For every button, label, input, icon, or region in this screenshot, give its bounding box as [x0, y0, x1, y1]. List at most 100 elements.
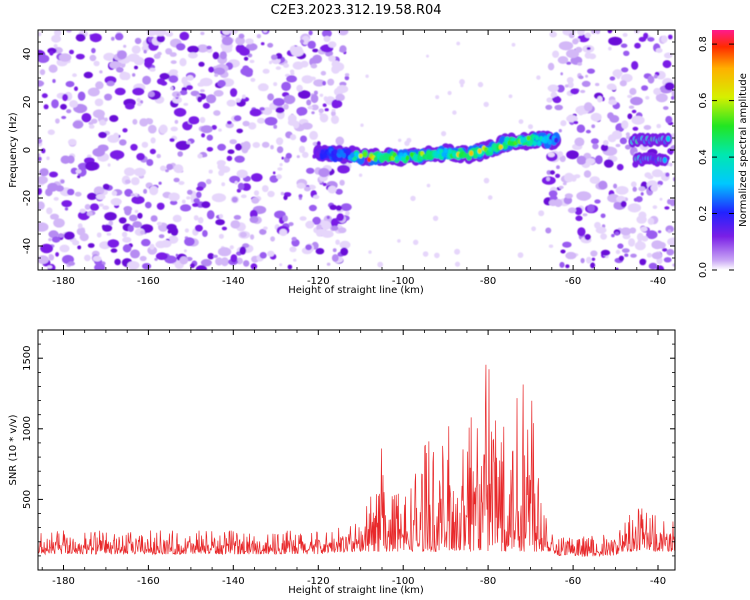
noise-blob	[38, 255, 49, 265]
noise-blob	[104, 212, 117, 221]
ridge-blob	[666, 135, 671, 142]
noise-blob	[620, 227, 632, 236]
noise-blob	[200, 89, 205, 93]
noise-blob	[218, 214, 224, 219]
noise-blob	[592, 143, 599, 150]
noise-blob	[212, 51, 220, 60]
noise-blob	[188, 116, 200, 125]
noise-blob	[315, 248, 325, 255]
colorbar-tick-label: 0.4	[698, 149, 709, 165]
noise-blob	[662, 248, 668, 252]
colorbar-label: Normalized spectral amplitude	[738, 73, 749, 227]
noise-blob	[50, 213, 59, 220]
noise-blob	[250, 234, 255, 240]
noise-blob	[272, 98, 285, 106]
noise-blob	[661, 35, 668, 43]
noise-blob	[104, 117, 108, 122]
noise-blob	[144, 57, 155, 65]
noise-blob	[39, 168, 49, 177]
noise-blob	[167, 229, 172, 234]
x-tick-label: -160	[137, 276, 160, 287]
noise-blob	[647, 37, 655, 42]
noise-blob	[38, 201, 45, 210]
noise-blob	[139, 255, 147, 262]
noise-blob	[586, 256, 592, 264]
noise-blob	[251, 197, 260, 204]
x-tick-label: -120	[307, 276, 330, 287]
noise-blob	[615, 249, 621, 255]
noise-blob	[72, 120, 84, 129]
noise-blob	[549, 170, 556, 175]
noise-blob	[339, 179, 345, 186]
noise-blob	[611, 233, 615, 238]
noise-blob	[565, 264, 570, 269]
noise-blob	[560, 72, 563, 76]
noise-blob	[665, 115, 673, 124]
noise-blob	[296, 84, 303, 92]
noise-blob	[109, 150, 125, 160]
noise-blob	[360, 123, 364, 127]
noise-blob	[55, 185, 64, 192]
x-tick-label: -80	[480, 276, 496, 287]
noise-blob	[198, 61, 205, 67]
noise-blob	[150, 215, 158, 222]
noise-blob	[672, 263, 675, 267]
noise-blob	[178, 181, 185, 185]
noise-blob	[557, 56, 569, 64]
noise-blob	[55, 252, 59, 257]
noise-blob	[300, 135, 307, 143]
noise-blob	[67, 188, 75, 196]
noise-blob	[312, 54, 322, 64]
noise-blob	[564, 172, 574, 183]
noise-blob	[289, 45, 297, 54]
noise-blob	[173, 177, 180, 183]
noise-blob	[566, 150, 579, 160]
x-tick-label: -140	[222, 276, 245, 287]
noise-blob	[305, 244, 312, 251]
snr-series	[38, 364, 675, 558]
noise-blob	[279, 228, 288, 236]
noise-blob	[296, 106, 308, 116]
noise-blob	[38, 187, 42, 195]
noise-blob	[159, 124, 168, 134]
noise-blob	[179, 31, 190, 41]
noise-blob	[332, 248, 337, 253]
noise-blob	[165, 31, 174, 37]
noise-blob	[271, 54, 278, 60]
noise-blob	[94, 263, 106, 270]
noise-blob	[107, 163, 111, 167]
noise-blob	[93, 186, 105, 196]
noise-blob	[197, 153, 203, 159]
noise-blob	[192, 202, 199, 207]
ridge-blob	[373, 156, 378, 162]
noise-blob	[554, 104, 563, 111]
noise-blob	[432, 215, 439, 221]
noise-blob	[197, 82, 205, 87]
noise-blob	[260, 42, 265, 46]
noise-blob	[131, 195, 145, 205]
noise-blob	[426, 183, 431, 188]
noise-blob	[547, 84, 559, 93]
noise-blob	[122, 128, 128, 133]
noise-blob	[256, 34, 262, 39]
noise-blob	[169, 138, 175, 142]
noise-blob	[176, 43, 186, 51]
noise-blob	[336, 213, 344, 222]
noise-blob	[39, 69, 46, 76]
noise-blob	[250, 77, 256, 82]
noise-blob	[234, 155, 245, 163]
noise-blob	[74, 86, 78, 91]
noise-blob	[136, 97, 141, 103]
noise-blob	[188, 52, 198, 59]
noise-blob	[671, 90, 675, 97]
noise-blob	[122, 72, 131, 81]
noise-blob	[72, 73, 77, 78]
noise-blob	[554, 198, 563, 208]
noise-blob	[64, 207, 69, 211]
noise-blob	[326, 215, 330, 220]
noise-blob	[132, 221, 143, 228]
noise-blob	[160, 165, 167, 172]
noise-blob	[290, 134, 297, 141]
noise-blob	[281, 156, 284, 160]
